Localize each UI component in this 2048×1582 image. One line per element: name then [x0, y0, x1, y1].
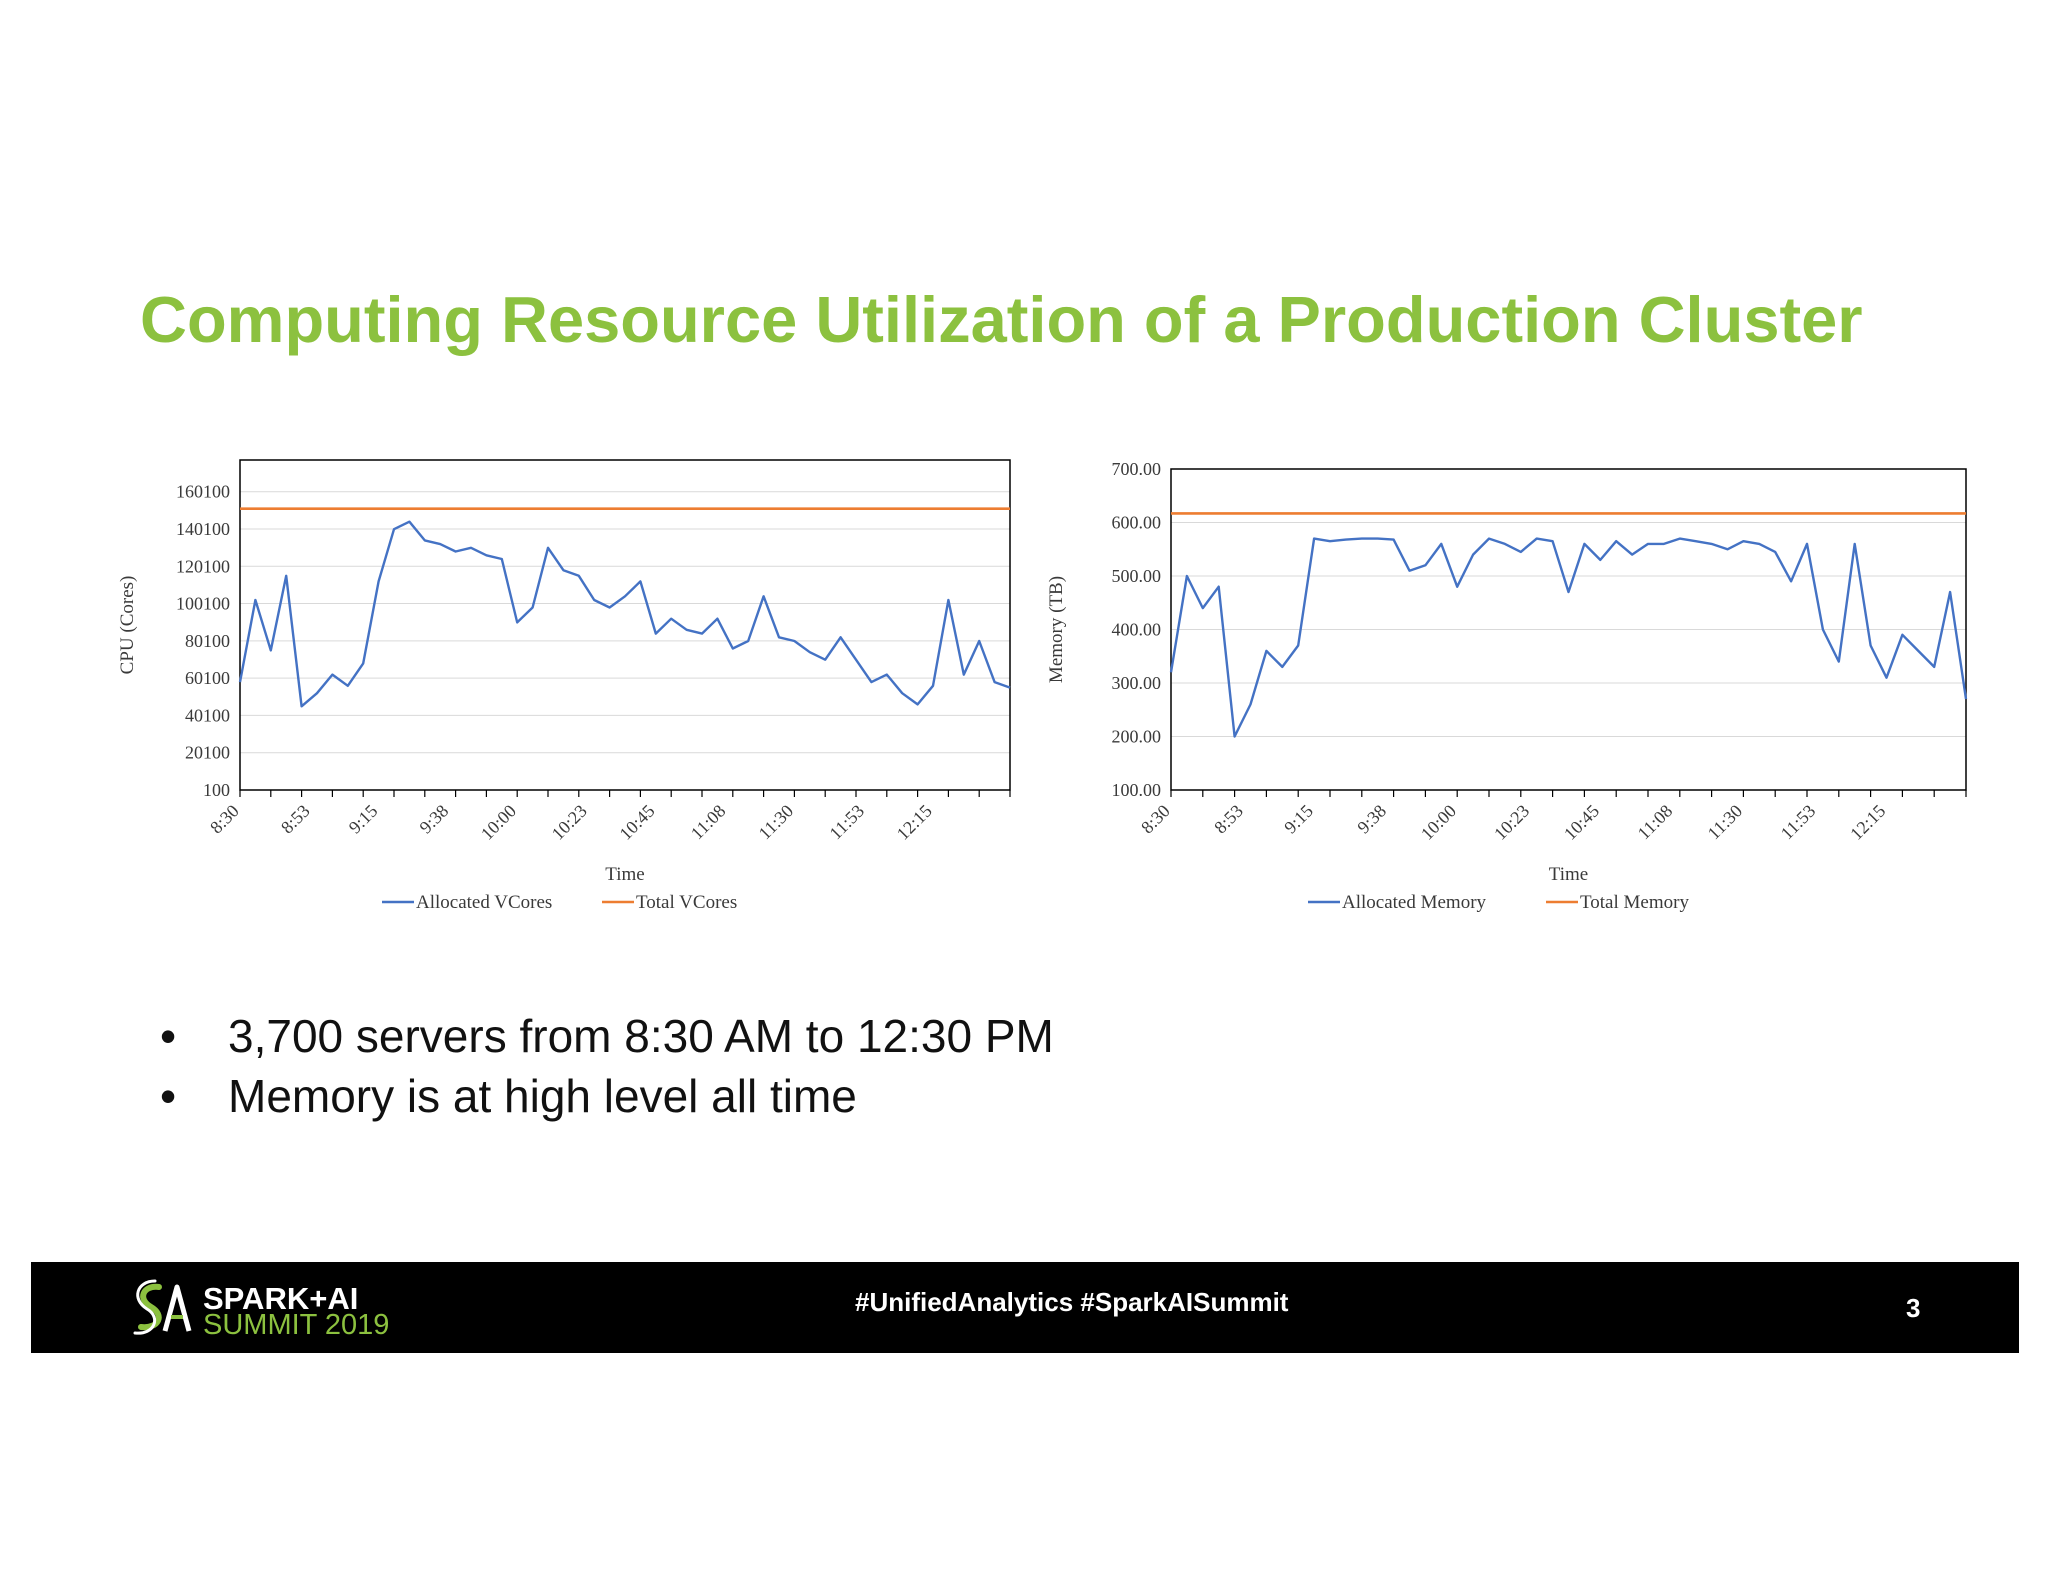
y-tick-label: 80100 — [185, 631, 230, 651]
legend-label: Total VCores — [636, 892, 737, 913]
bullet-text: Memory is at high level all time — [228, 1070, 857, 1122]
x-tick-label: 9:15 — [345, 801, 382, 838]
x-tick-label: 8:30 — [206, 801, 243, 838]
bullet-item: • 3,700 servers from 8:30 AM to 12:30 PM — [160, 1006, 1054, 1066]
x-tick-label: 8:53 — [1210, 801, 1247, 838]
x-tick-label: 11:53 — [825, 801, 868, 844]
x-tick-label: 9:38 — [1353, 801, 1390, 838]
slide-title: Computing Resource Utilization of a Prod… — [140, 283, 1863, 356]
bullet-marker: • — [160, 1070, 177, 1122]
series-line-allocated — [238, 520, 1011, 708]
y-tick-label: 600.00 — [1112, 513, 1162, 533]
y-tick-label: 60100 — [185, 668, 230, 688]
x-tick-label: 11:30 — [1704, 801, 1747, 844]
spark-ai-summit-logo: SPARK+AI SUMMIT 2019 — [131, 1279, 431, 1341]
y-tick-label: 700.00 — [1112, 459, 1162, 479]
x-axis-title: Time — [1549, 864, 1588, 885]
y-tick-label: 100100 — [176, 594, 230, 614]
x-axis-title: Time — [605, 864, 644, 885]
x-tick-label: 12:15 — [1846, 801, 1889, 844]
y-tick-label: 120100 — [176, 556, 230, 576]
bullet-list: • 3,700 servers from 8:30 AM to 12:30 PM … — [160, 1006, 1054, 1126]
legend-label: Allocated Memory — [1342, 892, 1487, 913]
x-tick-label: 9:38 — [415, 801, 452, 838]
x-tick-label: 10:45 — [615, 801, 658, 844]
bullet-marker: • — [160, 1010, 177, 1062]
series-line-allocated — [1169, 537, 1968, 738]
y-tick-label: 200.00 — [1112, 727, 1162, 747]
x-tick-label: 11:53 — [1777, 801, 1820, 844]
plot-area — [239, 459, 1011, 791]
spark-ai-logo-icon — [133, 1279, 192, 1335]
x-tick-label: 10:45 — [1560, 801, 1603, 844]
footer-bar: SPARK+AI SUMMIT 2019 #UnifiedAnalytics #… — [31, 1262, 2019, 1353]
y-axis-title: Memory (TB) — [1046, 576, 1067, 683]
x-tick-label: 11:08 — [1634, 801, 1677, 844]
x-tick-label: 10:23 — [548, 801, 591, 844]
memory-utilization-chart: 100.00 200.00 300.00 400.00 500.00 600.00 700.… — [1046, 459, 1968, 913]
logo-text-summit: SUMMIT 2019 — [203, 1309, 390, 1341]
x-tick-label: 10:23 — [1490, 801, 1533, 844]
x-tick-label: 10:00 — [1417, 801, 1460, 844]
cpu-utilization-chart: 100 20100 40100 60100 80100 100100 120100 14010… — [117, 459, 1011, 913]
x-tick-label: 11:08 — [687, 801, 730, 844]
logo-text-spark-ai: SPARK+AI — [203, 1281, 359, 1316]
y-tick-label: 20100 — [185, 743, 230, 763]
plot-area — [1170, 468, 1967, 791]
x-tick-label: 10:00 — [477, 801, 520, 844]
y-tick-label: 300.00 — [1112, 673, 1162, 693]
y-tick-label: 160100 — [176, 482, 230, 502]
y-tick-label: 400.00 — [1112, 620, 1162, 640]
bullet-item: • Memory is at high level all time — [160, 1066, 1054, 1126]
x-tick-label: 8:53 — [277, 801, 314, 838]
y-tick-label: 100 — [203, 780, 230, 800]
y-tick-label: 500.00 — [1112, 566, 1162, 586]
y-tick-label: 40100 — [185, 705, 230, 725]
legend-label: Allocated VCores — [416, 892, 552, 913]
legend-label: Total Memory — [1580, 892, 1689, 913]
x-tick-label: 8:30 — [1137, 801, 1174, 838]
footer-hashtags: #UnifiedAnalytics #SparkAISummit — [855, 1287, 1289, 1317]
y-tick-label: 100.00 — [1112, 780, 1162, 800]
x-tick-label: 9:15 — [1280, 801, 1317, 838]
y-axis-title: CPU (Cores) — [117, 576, 138, 675]
page-number: 3 — [1906, 1293, 1921, 1323]
x-tick-label: 11:30 — [755, 801, 798, 844]
bullet-text: 3,700 servers from 8:30 AM to 12:30 PM — [228, 1010, 1054, 1062]
x-tick-label: 12:15 — [893, 801, 936, 844]
y-tick-label: 140100 — [176, 519, 230, 539]
